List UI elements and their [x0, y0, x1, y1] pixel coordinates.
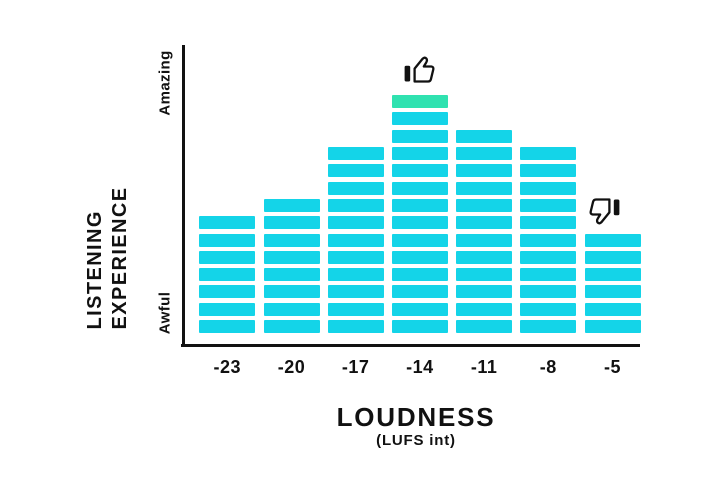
thumbs-up-icon: [404, 56, 435, 83]
bar-segment: [520, 268, 577, 282]
bar-segment: [391, 216, 448, 230]
bar-segment: [456, 129, 513, 143]
bar-column--17: [327, 147, 384, 333]
bar-segment: [327, 164, 384, 178]
bar-segment: [199, 216, 256, 230]
bar-segment: [456, 302, 513, 316]
bar-column--11: [456, 129, 513, 333]
bar-column--5: [584, 233, 641, 333]
bar-segment: [391, 320, 448, 333]
bar-segment: [327, 268, 384, 282]
bar-segment: [520, 216, 577, 230]
x-tick-label--11: -11: [470, 357, 498, 377]
bar-segment: [520, 285, 577, 299]
bar-segment: [391, 164, 448, 178]
bar-segment: [327, 302, 384, 316]
bar-segment: [199, 285, 256, 299]
bar-segment: [391, 268, 448, 282]
bar-segment: [520, 181, 577, 195]
bar-segment: [391, 198, 448, 212]
x-tick-label--14: -14: [406, 357, 434, 377]
y-max-label: Amazing: [156, 50, 174, 116]
bar-segment: [584, 250, 641, 264]
bar-segment: [520, 164, 577, 178]
bar-segment: [584, 285, 641, 299]
bar-segment: [584, 320, 641, 333]
bar-segment: [456, 181, 513, 195]
x-axis-title: LOUDNESS: [336, 402, 496, 432]
bar-segment: [391, 250, 448, 264]
y-axis-title-line2: EXPERIENCE: [109, 186, 131, 330]
bar-column--14: [391, 95, 448, 333]
bar-segment: [456, 147, 513, 161]
bar-segment: [263, 233, 320, 247]
bar-segment: [327, 198, 384, 212]
bar-segment: [199, 302, 256, 316]
bar-segment: [263, 268, 320, 282]
y-axis-title: LISTENING EXPERIENCE: [83, 187, 133, 330]
bar-segment: [456, 285, 513, 299]
bar-segment: [327, 147, 384, 161]
bar-segment: [199, 250, 256, 264]
bar-segment: [263, 320, 320, 333]
bar-segment: [391, 112, 448, 126]
bar-segment: [327, 285, 384, 299]
bar-segment: [327, 181, 384, 195]
x-axis-line: [181, 344, 640, 347]
bar-segment: [327, 250, 384, 264]
bar-segment-highlight: [391, 95, 448, 109]
bar-segment: [456, 216, 513, 230]
bar-segment: [263, 216, 320, 230]
x-tick-label--17: -17: [341, 357, 370, 377]
x-axis-subtitle: (LUFS int): [376, 432, 456, 449]
bar-segment: [456, 198, 513, 212]
bar-segment: [199, 233, 256, 247]
bar-column--23: [199, 216, 256, 333]
bar-segment: [263, 250, 320, 264]
bar-segment: [391, 233, 448, 247]
bar-segment: [327, 233, 384, 247]
bar-segment: [584, 302, 641, 316]
bar-segment: [327, 216, 384, 230]
bar-segment: [456, 164, 513, 178]
x-tick-label--23: -23: [213, 357, 242, 377]
bar-segment: [520, 233, 577, 247]
bar-segment: [391, 285, 448, 299]
bar-segment: [199, 320, 256, 333]
bar-segment: [391, 129, 448, 143]
bar-segment: [456, 320, 513, 333]
bar-segment: [263, 302, 320, 316]
bar-segment: [199, 268, 256, 282]
bar-segment: [520, 302, 577, 316]
bar-segment: [391, 302, 448, 316]
bar-segment: [263, 285, 320, 299]
bar-segment: [327, 320, 384, 333]
bar-segment: [391, 181, 448, 195]
bar-segment: [456, 268, 513, 282]
thumbs-down-icon: [589, 198, 620, 225]
x-tick-label--20: -20: [277, 357, 306, 377]
y-axis-title-line1: LISTENING: [84, 210, 106, 330]
bar-column--8: [520, 147, 577, 333]
bar-segment: [520, 198, 577, 212]
x-tick-label--5: -5: [603, 357, 621, 377]
y-min-label: Awful: [156, 291, 174, 335]
bar-segment: [456, 250, 513, 264]
thumbs-down-glyph: [589, 198, 620, 225]
thumbs-up-glyph: [404, 56, 435, 83]
x-tick-label--8: -8: [539, 357, 557, 377]
bar-segment: [584, 233, 641, 247]
bar-column--20: [263, 198, 320, 333]
y-axis-line: [182, 45, 185, 347]
bar-segment: [520, 320, 577, 333]
bar-segment: [456, 233, 513, 247]
bar-segment: [263, 198, 320, 212]
bar-segment: [584, 268, 641, 282]
bar-segment: [520, 250, 577, 264]
bar-segment: [520, 147, 577, 161]
bar-segment: [391, 147, 448, 161]
